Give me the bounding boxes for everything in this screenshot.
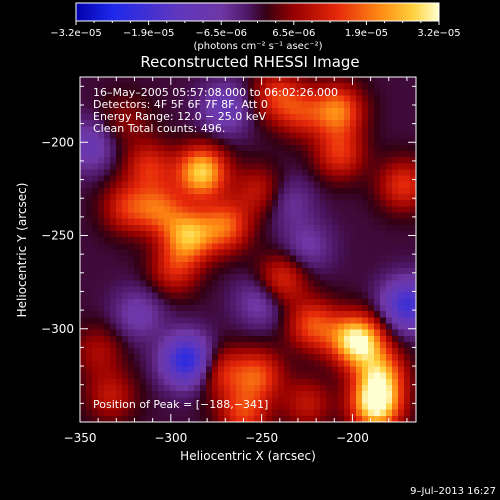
annotation-clean: Clean Total counts: 496.	[93, 122, 225, 135]
annotation-energy: Energy Range: 12.0 − 25.0 keV	[93, 110, 267, 123]
annotation-peak: Position of Peak = [−188,−341]	[93, 398, 268, 411]
colorbar-tick-label: −6.5e−06	[195, 28, 247, 39]
y-tick-label: −200	[41, 135, 74, 149]
colorbar-ticks	[75, 21, 440, 25]
heatmap-image	[80, 77, 416, 422]
colorbar-tick-label: 6.5e−06	[272, 28, 315, 39]
y-tick-label: −250	[41, 229, 74, 243]
y-axis-label: Heliocentric Y (arcsec)	[15, 183, 29, 318]
colorbar-tick-label: −1.9e−05	[123, 28, 175, 39]
y-axis-ticks	[80, 85, 416, 423]
chart-title: Reconstructed RHESSI Image	[140, 53, 359, 71]
x-tick-label: −350	[64, 431, 97, 445]
annotation-detectors: Detectors: 4F 5F 6F 7F 8F, Att 0	[93, 98, 268, 111]
y-tick-label: −300	[41, 322, 74, 336]
x-tick-label: −300	[154, 431, 187, 445]
colorbar-tick-label: 3.2e−05	[417, 28, 460, 39]
colorbar-labels: −3.2e−05 −1.9e−05 −6.5e−06 6.5e−06 1.9e−05 3.…	[50, 28, 460, 39]
y-axis-tick-labels: −300 −250 −200	[41, 135, 74, 335]
annotation-time: 16–May–2005 05:57:08.000 to 06:02:26.000	[93, 86, 338, 99]
x-axis-tick-labels: −350 −300 −250 −200	[64, 431, 369, 445]
x-axis-ticks	[79, 77, 408, 422]
footer-timestamp: 9–Jul–2013 16:27	[410, 486, 496, 497]
colorbar-units: (photons cm⁻² s⁻¹ asec⁻²)	[193, 41, 322, 52]
x-tick-label: −200	[336, 431, 369, 445]
plot-frame	[79, 76, 417, 423]
colorbar	[75, 2, 440, 22]
colorbar-tick-label: −3.2e−05	[50, 28, 102, 39]
x-tick-label: −250	[245, 431, 278, 445]
x-axis-label: Heliocentric X (arcsec)	[180, 449, 316, 463]
colorbar-tick-label: 1.9e−05	[345, 28, 388, 39]
